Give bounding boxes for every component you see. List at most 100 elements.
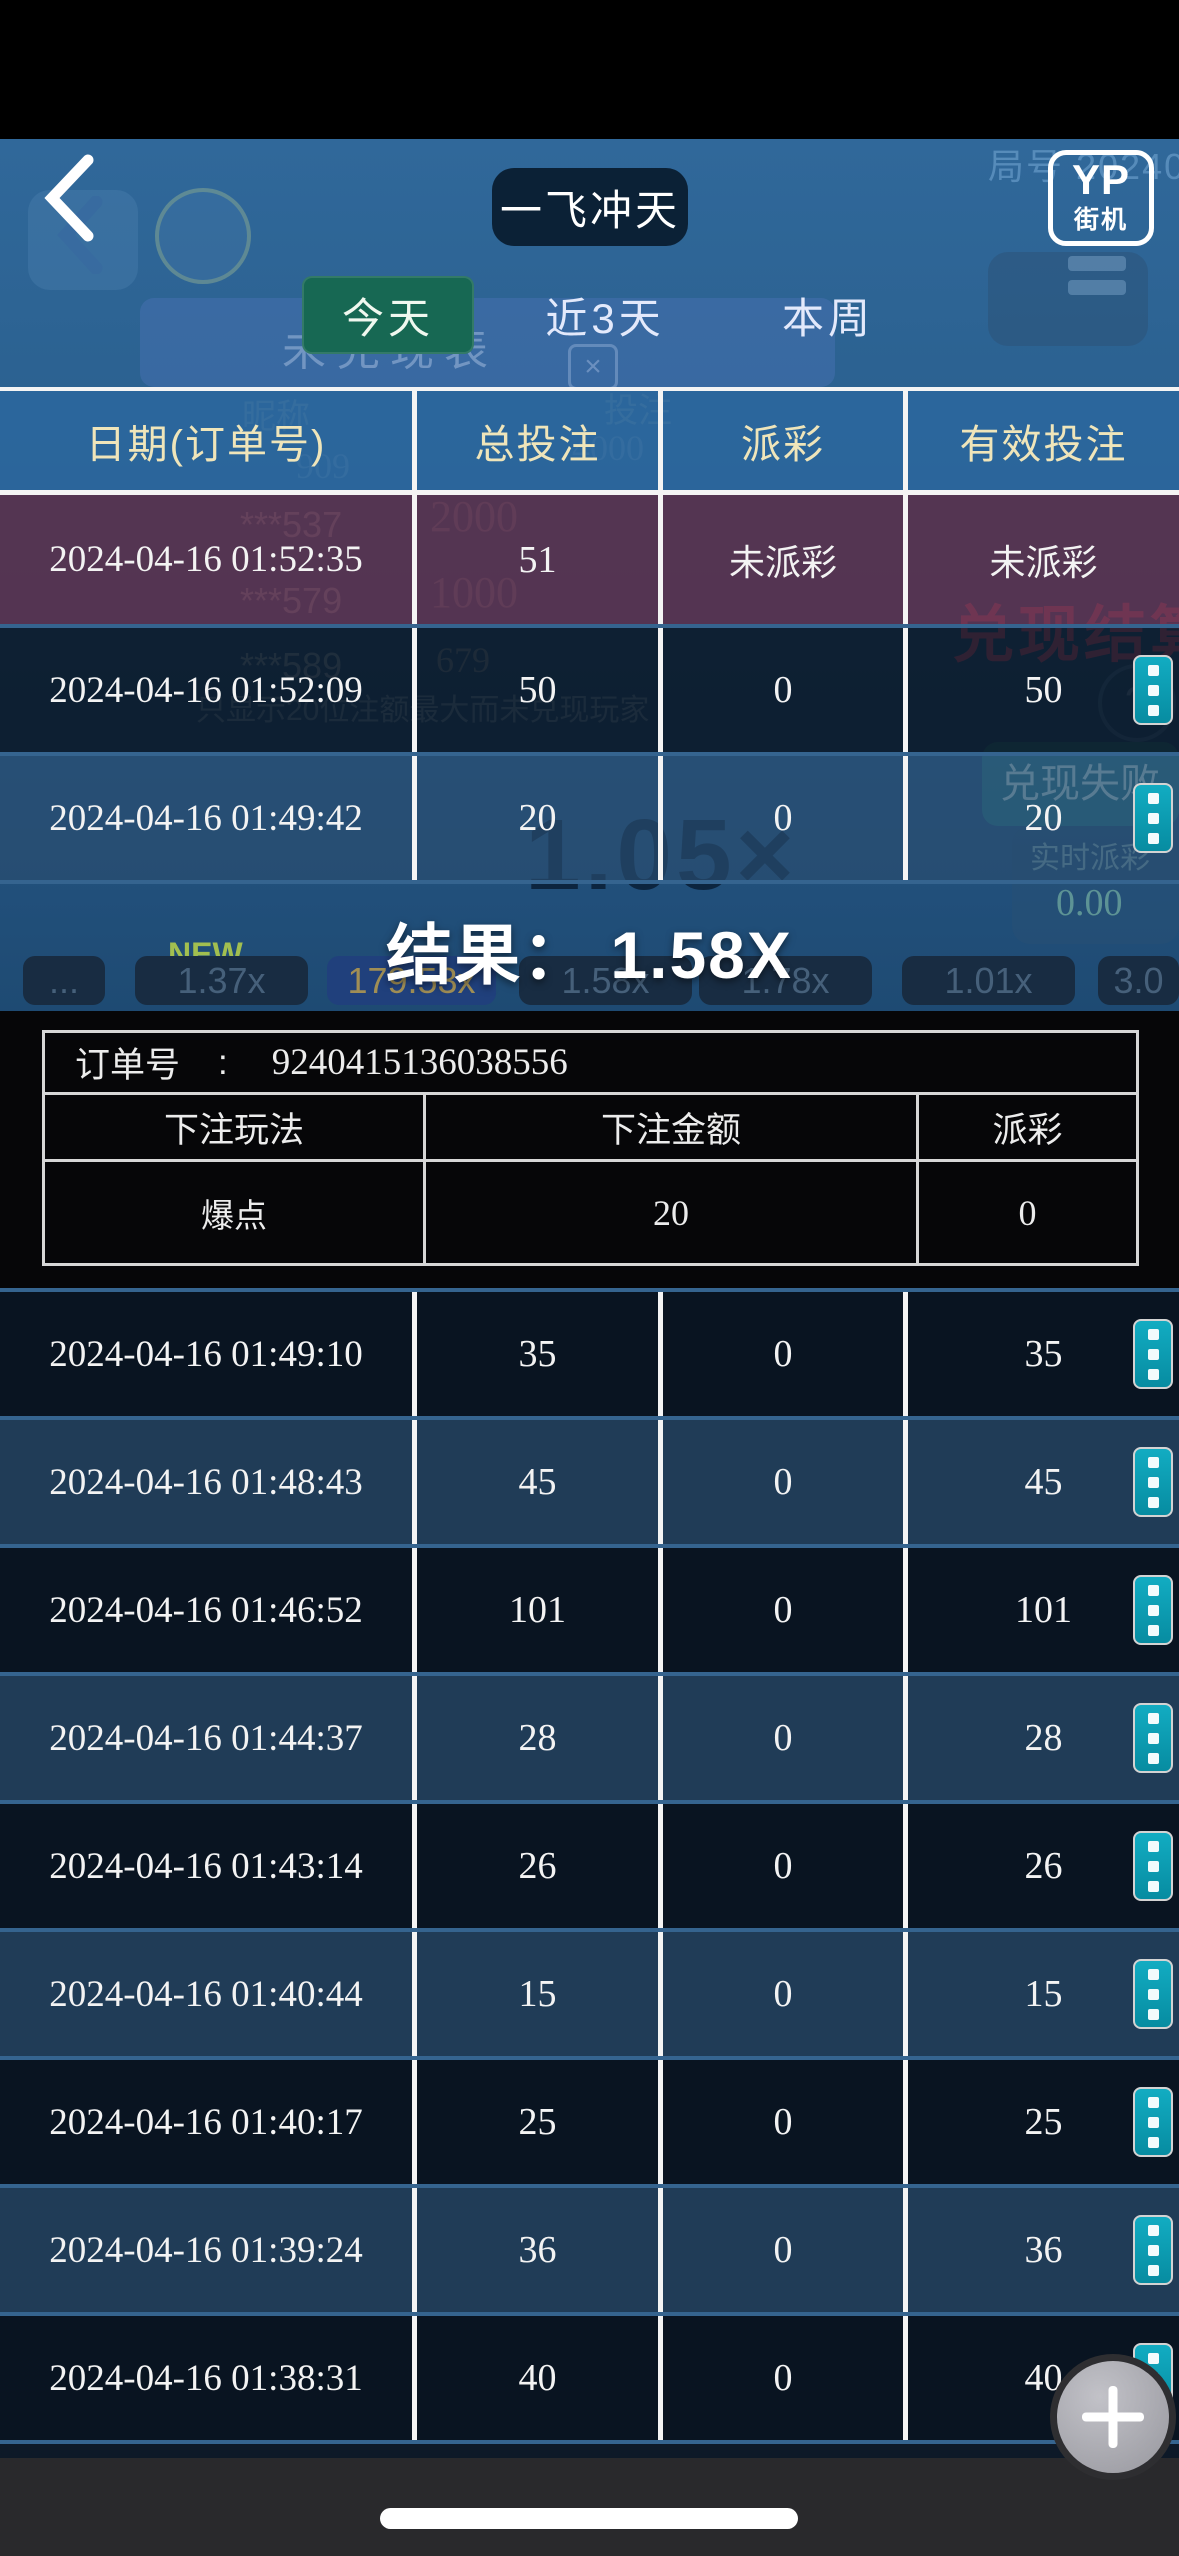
multiplier-chip: 1.78x xyxy=(699,956,872,1005)
order-date-cell: 2024-04-16 01:38:31 xyxy=(0,2316,417,2440)
row-menu-button[interactable] xyxy=(1133,1831,1173,1901)
order-detail-panel: 订单号 : 9240415136038556 下注玩法 下注金额 派彩 爆点 2… xyxy=(0,1011,1179,1288)
column-header: 有效投注 xyxy=(959,422,1128,467)
valid-bet-cell: 28 xyxy=(1024,1717,1063,1759)
order-number-label: 订单号 xyxy=(75,1046,181,1085)
total-bet-cell: 15 xyxy=(417,1932,663,2056)
order-date-cell: 2024-04-16 01:49:10 xyxy=(0,1292,417,1416)
status-bar xyxy=(0,0,1179,139)
row-menu-button[interactable] xyxy=(1133,2087,1173,2157)
brand-logo-line1: YP xyxy=(1071,156,1131,204)
result-text: 结果： 1.58X xyxy=(386,918,793,992)
page-title: 一飞冲天 xyxy=(492,168,688,246)
row-menu-button[interactable] xyxy=(1133,1959,1173,2029)
detail-column-header: 下注玩法 xyxy=(45,1095,426,1162)
payout-cell: 0 xyxy=(1018,1192,1037,1233)
tab-today[interactable]: 今天 xyxy=(302,276,474,354)
table-row[interactable]: 2024-04-16 01:52:35 51 未派彩 未派彩 xyxy=(0,495,1179,628)
valid-bet-cell: 50 xyxy=(1024,669,1063,711)
order-date-cell: 2024-04-16 01:46:52 xyxy=(0,1548,417,1672)
table-row[interactable]: 2024-04-16 01:48:43 45 0 45 xyxy=(0,1420,1179,1548)
tab-label: 今天 xyxy=(341,294,434,342)
back-button[interactable] xyxy=(36,152,100,244)
trophy-icon xyxy=(155,188,251,284)
detail-column-header: 下注金额 xyxy=(426,1095,919,1162)
table-row[interactable]: 2024-04-16 01:38:31 40 0 40 xyxy=(0,2316,1179,2444)
payout-cell: 0 xyxy=(663,1676,908,1800)
order-table-top: 2024-04-16 01:52:35 51 未派彩 未派彩 2024-04-1… xyxy=(0,495,1179,884)
valid-bet-cell: 35 xyxy=(1024,1333,1063,1375)
total-bet-cell: 35 xyxy=(417,1292,663,1416)
realtime-payout-value-faded: 0.00 xyxy=(1056,882,1123,924)
order-date-cell: 2024-04-16 01:52:35 xyxy=(0,495,417,624)
table-row[interactable]: 2024-04-16 01:49:42 20 0 20 xyxy=(0,756,1179,884)
payout-cell: 0 xyxy=(663,756,908,880)
table-header: 日期(订单号) 总投注 派彩 有效投注 xyxy=(0,387,1179,495)
total-bet-cell: 40 xyxy=(417,2316,663,2440)
table-row[interactable]: 2024-04-16 01:40:17 25 0 25 xyxy=(0,2060,1179,2188)
total-bet-cell: 51 xyxy=(417,495,663,624)
valid-bet-cell: 15 xyxy=(1024,1973,1063,2015)
total-bet-cell: 25 xyxy=(417,2060,663,2184)
order-date-cell: 2024-04-16 01:39:24 xyxy=(0,2188,417,2312)
table-row[interactable]: 2024-04-16 01:49:10 35 0 35 xyxy=(0,1292,1179,1420)
result-banner: 结果： 1.58X xyxy=(0,884,1179,1011)
table-row[interactable]: 2024-04-16 01:52:09 50 0 50 xyxy=(0,628,1179,756)
row-menu-button[interactable] xyxy=(1133,655,1173,725)
chevron-left-icon xyxy=(57,196,103,274)
order-table-bottom: 2024-04-16 01:49:10 35 0 35 2024-04-16 0… xyxy=(0,1288,1179,2458)
table-row[interactable]: 2024-04-16 01:40:44 15 0 15 xyxy=(0,1932,1179,2060)
row-menu-button[interactable] xyxy=(1133,1575,1173,1645)
order-date-cell: 2024-04-16 01:44:37 xyxy=(0,1676,417,1800)
tab-label: 近3天 xyxy=(545,294,665,342)
valid-bet-cell: 20 xyxy=(1024,797,1063,839)
payout-cell: 0 xyxy=(663,2188,908,2312)
table-row[interactable]: 2024-04-16 01:46:52 101 0 101 xyxy=(0,1548,1179,1676)
order-date-cell: 2024-04-16 01:48:43 xyxy=(0,1420,417,1544)
valid-bet-cell: 101 xyxy=(1015,1589,1072,1631)
order-date-cell: 2024-04-16 01:40:44 xyxy=(0,1932,417,2056)
row-menu-button[interactable] xyxy=(1133,2215,1173,2285)
valid-bet-cell: 未派彩 xyxy=(989,541,1098,583)
row-menu-button[interactable] xyxy=(1133,1319,1173,1389)
tab-label: 本周 xyxy=(781,294,874,342)
table-row[interactable]: 2024-04-16 01:43:14 26 0 26 xyxy=(0,1804,1179,1932)
play-type-cell: 爆点 xyxy=(45,1162,426,1263)
payout-cell: 0 xyxy=(663,1420,908,1544)
table-row[interactable]: 2024-04-16 01:44:37 28 0 28 xyxy=(0,1676,1179,1804)
page-title-text: 一飞冲天 xyxy=(499,186,680,234)
payout-cell: 未派彩 xyxy=(663,495,908,624)
tab-last-3-days[interactable]: 近3天 xyxy=(535,276,675,354)
multiplier-chip-highlighted: 179.53x xyxy=(327,956,496,1005)
leaderboard-panel-faded xyxy=(140,298,835,387)
menu-bar-icon xyxy=(1068,256,1126,271)
order-number-value: 9240415136038556 xyxy=(271,1042,568,1083)
brand-logo-line2: 街机 xyxy=(1073,205,1128,234)
bottom-bar xyxy=(0,2458,1179,2556)
payout-cell: 0 xyxy=(663,2060,908,2184)
detail-column-header: 派彩 xyxy=(919,1095,1136,1162)
row-menu-button[interactable] xyxy=(1133,783,1173,853)
total-bet-cell: 50 xyxy=(417,628,663,752)
row-menu-button[interactable] xyxy=(1133,1703,1173,1773)
order-number-row: 订单号 : 9240415136038556 xyxy=(45,1033,1136,1095)
bet-amount-cell: 20 xyxy=(426,1162,919,1263)
payout-cell: 0 xyxy=(663,1292,908,1416)
tab-this-week[interactable]: 本周 xyxy=(768,276,888,354)
table-row[interactable]: 2024-04-16 01:39:24 36 0 36 xyxy=(0,2188,1179,2316)
order-date-cell: 2024-04-16 01:52:09 xyxy=(0,628,417,752)
detail-table-row: 爆点 20 0 xyxy=(45,1162,1136,1263)
column-header: 总投注 xyxy=(417,391,663,490)
multiplier-chip: 3.0 xyxy=(1098,956,1179,1005)
order-date-cell: 2024-04-16 01:40:17 xyxy=(0,2060,417,2184)
row-menu-button[interactable] xyxy=(1133,1447,1173,1517)
valid-bet-cell: 45 xyxy=(1024,1461,1063,1503)
add-floating-button[interactable] xyxy=(1050,2354,1176,2480)
home-indicator[interactable] xyxy=(380,2508,798,2529)
multiplier-chip: 1.37x xyxy=(135,956,308,1005)
order-date-cell: 2024-04-16 01:43:14 xyxy=(0,1804,417,1928)
valid-bet-cell: 25 xyxy=(1024,2101,1063,2143)
total-bet-cell: 101 xyxy=(417,1548,663,1672)
column-header: 派彩 xyxy=(663,391,908,490)
total-bet-cell: 26 xyxy=(417,1804,663,1928)
